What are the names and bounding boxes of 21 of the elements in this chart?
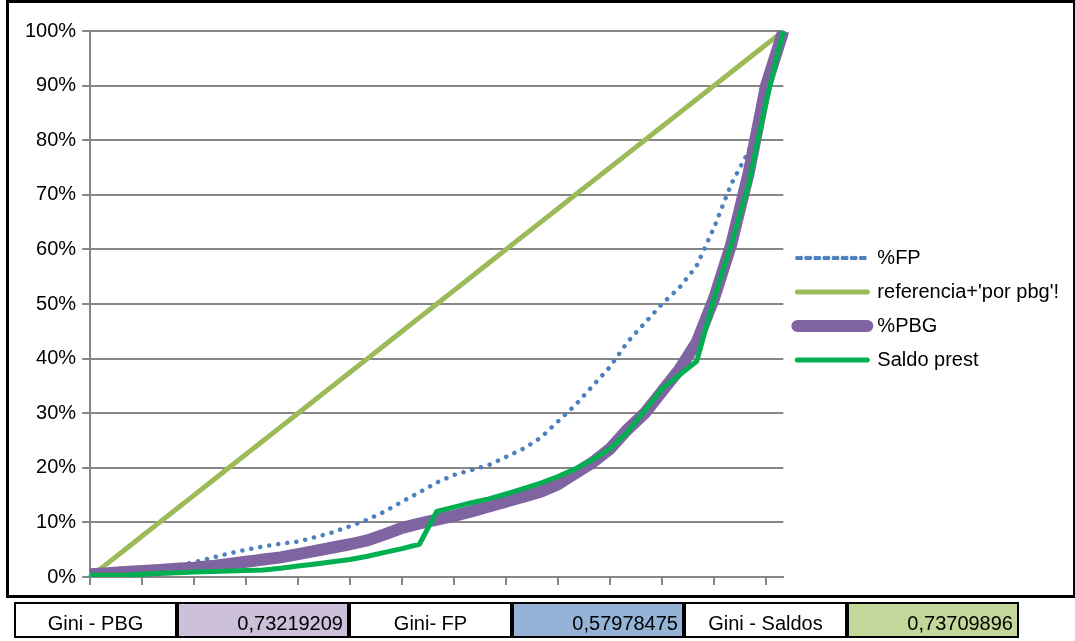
text: Gini- FP: [349, 602, 512, 638]
y-tick-label: 30%: [36, 400, 77, 423]
legend-label: Saldo prest: [877, 347, 979, 370]
text: 0,73219209: [177, 602, 349, 638]
text: 0,73709896: [847, 602, 1019, 638]
y-tick-label: 10%: [36, 509, 77, 532]
legend-label: %PBG: [877, 313, 938, 336]
legend-label: %FP: [877, 245, 921, 268]
y-tick-label: 0%: [47, 564, 77, 587]
y-tick-label: 40%: [36, 346, 77, 369]
y-tick-label: 90%: [36, 73, 77, 96]
legend-label: referencia+'por pbg'!: [877, 279, 1059, 302]
text: Gini - Saldos: [684, 602, 847, 638]
y-tick-label: 20%: [36, 455, 77, 478]
y-tick-label: 50%: [36, 291, 77, 314]
y-tick-label: 80%: [36, 127, 77, 150]
y-tick-label: 100%: [25, 18, 77, 41]
y-tick-label: 60%: [36, 236, 77, 259]
y-tick-label: 70%: [36, 182, 77, 205]
text: 0,57978475: [512, 602, 684, 638]
text: Gini - PBG: [14, 602, 177, 638]
